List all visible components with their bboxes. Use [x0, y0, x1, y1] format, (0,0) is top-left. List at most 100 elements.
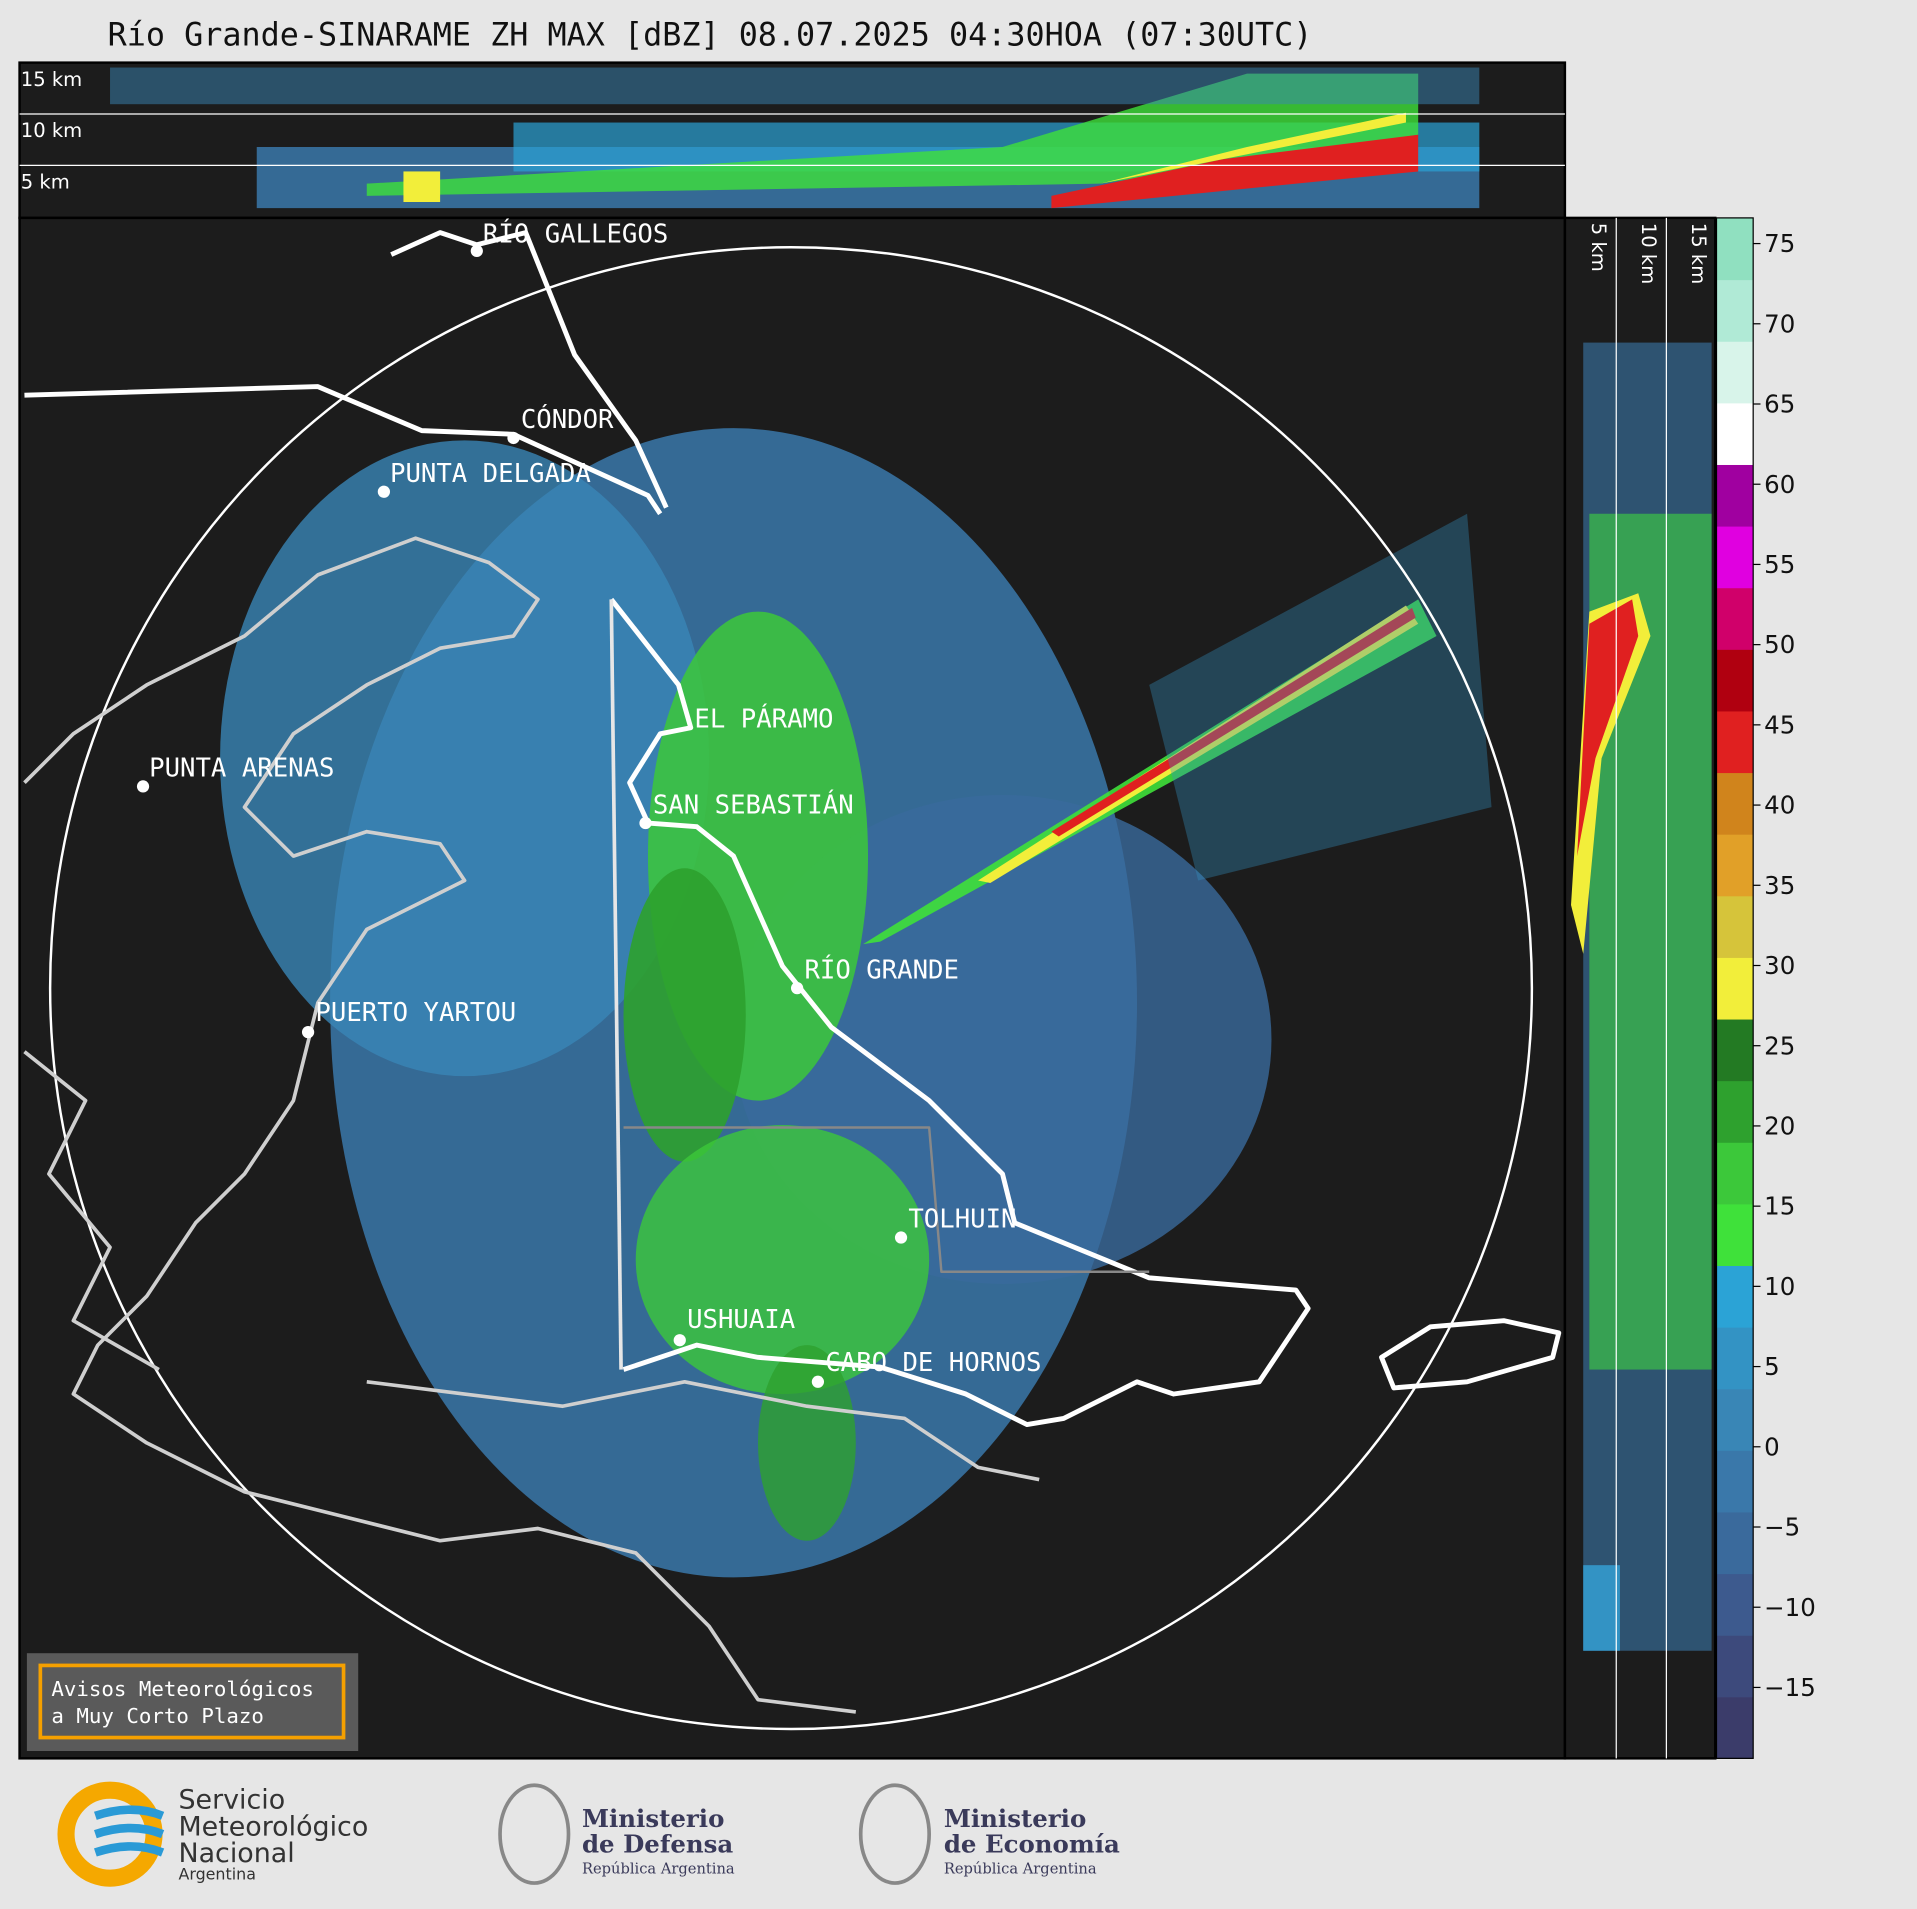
coastlines	[23, 230, 1562, 1714]
colorbar-band	[1716, 1511, 1754, 1575]
altitude-label: 10 km	[21, 119, 82, 142]
coastline	[609, 597, 1311, 1428]
city-dot	[894, 1231, 908, 1244]
city-label: PUERTO YARTOU	[315, 998, 516, 1028]
defensa-logo: Ministerio de Defensa República Argentin…	[498, 1783, 735, 1885]
city-dot	[377, 485, 391, 498]
city-dot	[301, 1026, 315, 1039]
logo-waves	[94, 1805, 165, 1857]
colorbar-band	[1716, 587, 1754, 650]
colorbar-tick-label: 50	[1764, 630, 1795, 659]
colorbar-band	[1716, 279, 1754, 342]
colorbar-tick-label: 5	[1764, 1352, 1780, 1381]
city-dot	[791, 982, 804, 995]
city-label: RÍO GALLEGOS	[483, 217, 668, 249]
echo	[757, 1345, 856, 1541]
echo	[1577, 599, 1639, 857]
echo	[635, 1125, 930, 1395]
echo	[1149, 513, 1492, 881]
colorbar-tick-label: 65	[1764, 390, 1795, 419]
altitude-label: 5 km	[1587, 223, 1610, 272]
logo-text: Ministerio	[944, 1804, 1086, 1833]
coastline	[366, 1379, 1040, 1482]
altitude-label: 5 km	[21, 171, 70, 194]
colorbar-tick-label: 55	[1764, 550, 1795, 579]
colorbar-tick-label: 35	[1764, 871, 1795, 900]
notice-text: a Muy Corto Plazo	[51, 1704, 264, 1728]
logo-text: Ministerio	[582, 1804, 724, 1833]
colorbar-band	[1716, 1327, 1754, 1390]
colorbar-band	[1716, 1573, 1754, 1636]
city-label: CÓNDOR	[521, 403, 614, 435]
colorbar-tick-label: 25	[1764, 1031, 1795, 1060]
city-dot	[673, 1334, 686, 1347]
colorbar-tick-label: 70	[1764, 309, 1795, 338]
echo	[623, 868, 746, 1162]
echo	[110, 67, 1480, 105]
right-echoes	[1571, 342, 1712, 1651]
radar-range-ring	[48, 246, 1534, 1731]
notice-background	[26, 1653, 359, 1752]
boundary	[623, 1126, 1150, 1273]
city-dot	[811, 1375, 825, 1388]
city-dot	[136, 780, 150, 793]
logo-text: Nacional	[178, 1838, 294, 1869]
colorbar-frame	[1715, 217, 1754, 1759]
colorbar-band	[1716, 464, 1754, 527]
logo-text: de Economía	[944, 1829, 1120, 1858]
altitude-label: 10 km	[1637, 223, 1660, 284]
colorbar-band	[1716, 834, 1754, 897]
logo-text: Servicio	[178, 1784, 285, 1815]
colorbar-band	[1716, 1080, 1754, 1143]
colorbar-band	[1716, 402, 1754, 465]
colorbar-band	[1716, 1635, 1754, 1698]
logo-emblem	[858, 1783, 931, 1885]
city-label: EL PÁRAMO	[694, 703, 833, 735]
colorbar-band	[1716, 1203, 1754, 1267]
city-dot	[639, 816, 652, 830]
colorbar-band	[1716, 525, 1754, 589]
colorbar-tick-label: 15	[1764, 1192, 1795, 1221]
notice-border[interactable]	[38, 1663, 346, 1740]
colorbar-tick-label: 75	[1764, 229, 1795, 258]
colorbar-tick-label: 20	[1764, 1111, 1795, 1140]
coastline	[390, 230, 669, 509]
colorbar-tick-label: 30	[1764, 951, 1795, 980]
city-label: SAN SEBASTIÁN	[653, 788, 854, 820]
colorbar-band	[1716, 341, 1754, 404]
colorbar-tick-label: 10	[1764, 1272, 1795, 1301]
radar-echoes	[220, 428, 1492, 1578]
colorbar-band	[1716, 1696, 1754, 1759]
echo	[1583, 1565, 1620, 1651]
colorbar-band	[1716, 710, 1754, 774]
coastline	[23, 536, 857, 1714]
city-label: PUNTA ARENAS	[149, 754, 334, 784]
logo-emblem	[498, 1783, 571, 1885]
echo	[403, 171, 441, 203]
notice-text: Avisos Meteorológicos	[51, 1677, 314, 1701]
colorbar-tick-label: 0	[1764, 1432, 1780, 1461]
city-label: RÍO GRANDE	[804, 953, 958, 985]
city-dot	[470, 244, 483, 258]
city-label: PUNTA DELGADA	[390, 459, 591, 489]
logo-text: República Argentina	[582, 1860, 735, 1877]
colorbar-band	[1716, 957, 1754, 1020]
echo	[1051, 607, 1416, 837]
colorbar-band	[1716, 1388, 1754, 1451]
echo	[220, 440, 710, 1077]
logo-text: Meteorológico	[178, 1811, 368, 1842]
colorbar-band	[1716, 649, 1754, 712]
colorbar-tick-label: 40	[1764, 791, 1795, 820]
colorbar-tick-label: −10	[1764, 1593, 1816, 1622]
coastline	[23, 1050, 160, 1372]
city-dot	[507, 431, 520, 445]
colorbar-band	[1716, 772, 1754, 835]
city-label: USHUAIA	[687, 1305, 795, 1335]
echo	[1051, 134, 1419, 209]
logo-text: República Argentina	[944, 1860, 1097, 1877]
coastline	[1379, 1318, 1562, 1391]
colorbar-band	[1716, 1450, 1754, 1513]
